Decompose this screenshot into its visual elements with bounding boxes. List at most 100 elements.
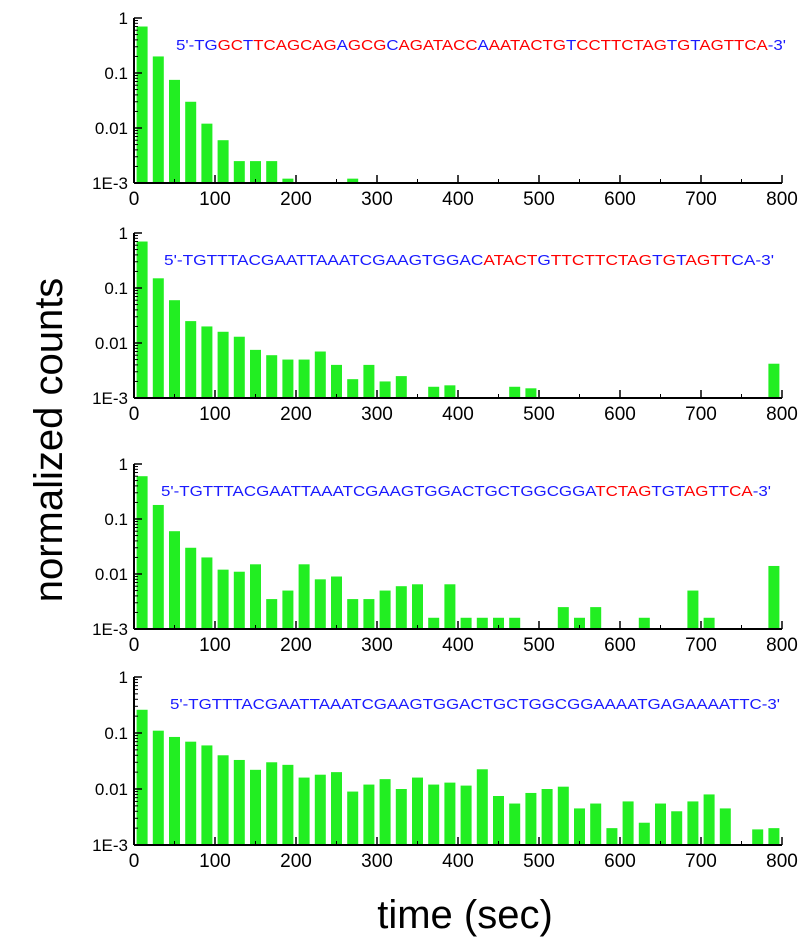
panel-1: 1 0.1 0.01 1E-30 100 200 300 400 500 600 700 800 5'-… bbox=[92, 9, 798, 210]
bar bbox=[395, 376, 407, 398]
sequence-annotation: 5'-TGTTTACGAATTAAATCGAAGTGGAC ATACT G TTCTT… bbox=[164, 253, 774, 269]
sequence-segment: T bbox=[676, 253, 687, 269]
bar bbox=[509, 386, 521, 398]
x-tick-label: 600 bbox=[604, 189, 636, 210]
bar bbox=[250, 349, 261, 398]
bar bbox=[233, 336, 245, 398]
bar bbox=[314, 579, 326, 629]
sequence-segment: TTCTTCTAG bbox=[551, 253, 652, 269]
y-tick-label: 1E-3 bbox=[92, 836, 128, 855]
x-tick-label: 700 bbox=[685, 189, 717, 210]
bar bbox=[185, 547, 197, 629]
bar bbox=[201, 326, 213, 398]
y-tick-label: 1E-3 bbox=[92, 389, 128, 408]
sequence-annotation: 5'-TG GC TTCAGCAG A GCG C AGATACC A AATACTG TCCTT… bbox=[176, 38, 786, 54]
sequence-segment: -3' bbox=[768, 38, 786, 54]
bar bbox=[687, 801, 699, 845]
bar bbox=[493, 796, 504, 845]
sequence-segment: A bbox=[337, 38, 349, 54]
sequence-segment: G bbox=[663, 253, 676, 269]
x-tick-label: 600 bbox=[604, 635, 636, 656]
sequence-segment: -3' bbox=[753, 484, 772, 500]
sequence-segment: 5'-TGTTTACGAATTAAATCGAAGTGGAC bbox=[164, 253, 483, 269]
y-tick-label: 1 bbox=[119, 668, 128, 687]
y-tick-label: 0.1 bbox=[104, 510, 128, 529]
x-tick-label: 400 bbox=[442, 189, 474, 210]
bar bbox=[169, 531, 180, 629]
x-tick-label: 500 bbox=[523, 404, 555, 425]
bar bbox=[557, 607, 569, 629]
bar bbox=[217, 331, 229, 398]
panel-2: 1 0.1 0.01 1E-30 100 200 300 400 500 600 700 800 5'-… bbox=[92, 224, 798, 425]
bar bbox=[266, 161, 278, 183]
bar bbox=[444, 782, 456, 845]
bar bbox=[768, 363, 780, 398]
bar bbox=[412, 584, 423, 629]
bar bbox=[444, 584, 456, 629]
bar bbox=[460, 617, 472, 629]
bar bbox=[217, 569, 229, 629]
bar bbox=[638, 822, 650, 845]
bar bbox=[347, 178, 359, 183]
bar bbox=[428, 617, 440, 629]
x-tick-label: 100 bbox=[199, 851, 231, 872]
bar bbox=[444, 385, 456, 398]
bar bbox=[169, 300, 180, 398]
x-tick-label: 500 bbox=[523, 635, 555, 656]
x-tick-label: 800 bbox=[766, 404, 798, 425]
y-tick-label: 0.01 bbox=[95, 565, 128, 584]
y-tick-label: 0.1 bbox=[104, 279, 128, 298]
x-tick-label: 400 bbox=[442, 635, 474, 656]
sequence-segment: AG bbox=[684, 484, 708, 500]
bar bbox=[687, 590, 699, 629]
bar bbox=[169, 79, 180, 183]
bar bbox=[152, 278, 164, 398]
sequence-segment: CCTTCTAG bbox=[576, 38, 667, 54]
panel-3: 1 0.1 0.01 1E-30 100 200 300 400 500 600 700 800 5'-… bbox=[92, 455, 798, 656]
x-tick-label: 200 bbox=[280, 851, 312, 872]
x-tick-label: 500 bbox=[523, 851, 555, 872]
x-tick-label: 100 bbox=[199, 635, 231, 656]
bar bbox=[201, 557, 213, 629]
x-tick-label: 800 bbox=[766, 851, 798, 872]
bar bbox=[136, 709, 148, 845]
sequence-segment: AGATACC bbox=[399, 38, 478, 54]
sequence-annotation: 5'-TGTTTACGAATTAAATCGAAGTGGACTGCTGGCGGA T… bbox=[161, 484, 771, 500]
bar bbox=[298, 564, 310, 629]
panel-4: 1 0.1 0.01 1E-30 100 200 300 400 500 600 700 800 5'-… bbox=[92, 668, 798, 872]
sequence-segment: AGTT bbox=[685, 253, 731, 269]
bar bbox=[768, 565, 780, 629]
sequence-segment: AATACTG bbox=[489, 38, 566, 54]
bar bbox=[719, 808, 731, 845]
bar bbox=[606, 828, 618, 845]
bar bbox=[476, 617, 488, 629]
bar bbox=[509, 803, 521, 845]
y-tick-label: 1 bbox=[119, 224, 128, 243]
bar bbox=[622, 801, 634, 845]
bar bbox=[282, 359, 294, 398]
sequence-segment: 5'-TG bbox=[176, 38, 218, 54]
sequence-segment: T bbox=[652, 253, 663, 269]
bar bbox=[671, 811, 683, 845]
y-tick-label: 1E-3 bbox=[92, 174, 128, 193]
bar bbox=[752, 829, 764, 845]
sequence-segment: TGT bbox=[651, 484, 685, 500]
sequence-segment: C bbox=[386, 38, 398, 54]
bar bbox=[314, 774, 326, 845]
bar bbox=[201, 123, 213, 183]
sequence-segment: 5'-TGTTTACGAATTAAATCGAAGTGGACTGCTGGCGGA bbox=[161, 484, 597, 500]
bar bbox=[347, 791, 359, 845]
x-tick-label: 700 bbox=[685, 404, 717, 425]
bar bbox=[314, 351, 326, 398]
x-tick-label: 800 bbox=[766, 635, 798, 656]
sequence-segment: TCTAG bbox=[595, 484, 651, 500]
bar bbox=[217, 755, 229, 845]
x-tick-label: 0 bbox=[129, 635, 140, 656]
sequence-segment: CA-3' bbox=[731, 253, 774, 269]
sequence-segment: G bbox=[677, 38, 690, 54]
sequence-segment: G bbox=[537, 253, 550, 269]
x-axis-label: time (sec) bbox=[377, 893, 553, 937]
x-tick-label: 500 bbox=[523, 189, 555, 210]
sequence-segment: TT bbox=[708, 484, 729, 500]
